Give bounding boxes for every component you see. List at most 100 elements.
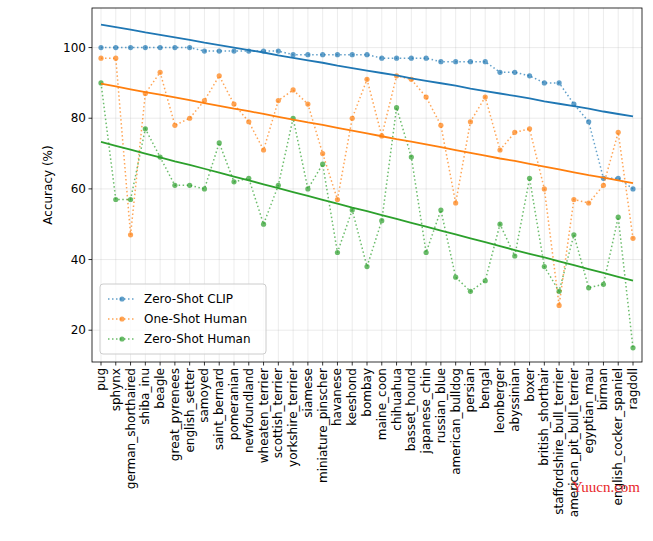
x-tick [500, 362, 501, 366]
x-tick-label: birman [596, 368, 610, 410]
legend-marker [119, 336, 124, 341]
x-tick-label: ragdoll [626, 368, 640, 410]
y-axis-label: Accuracy (%) [41, 145, 55, 224]
legend: Zero-Shot CLIP One-Shot Human Zero-Shot Hu… [100, 284, 266, 354]
series-marker [98, 45, 103, 50]
series-marker [571, 232, 576, 237]
series-marker [557, 80, 562, 85]
x-tick-label: keeshond [345, 368, 359, 426]
series-marker [512, 70, 517, 75]
series-marker [379, 218, 384, 223]
series-marker [291, 87, 296, 92]
series-marker [128, 197, 133, 202]
x-tick-label: bengal [478, 368, 492, 409]
x-tick-label: great_pyrenees [168, 368, 182, 461]
series-marker [468, 119, 473, 124]
y-tick-label: 60 [71, 182, 86, 196]
series-marker [497, 222, 502, 227]
x-tick-label: wheaten_terrier [257, 368, 271, 463]
x-grid-line [529, 8, 530, 362]
x-tick [573, 362, 574, 366]
legend-marker [119, 296, 124, 301]
plot-data [98, 25, 635, 351]
series-marker [571, 197, 576, 202]
x-tick-label: havanese [330, 368, 344, 426]
series-marker [542, 186, 547, 191]
series-marker [335, 250, 340, 255]
x-tick [263, 362, 264, 366]
series-marker [113, 56, 118, 61]
x-grid-line [411, 8, 412, 362]
series-marker [586, 119, 591, 124]
x-tick [352, 362, 353, 366]
series-marker [113, 45, 118, 50]
plot-frame [92, 8, 642, 362]
trend-line [101, 25, 633, 117]
legend-marker [119, 316, 124, 321]
series-marker [128, 45, 133, 50]
y-tick-label: 20 [71, 323, 86, 337]
x-tick-label: british_shorthair [537, 368, 551, 466]
series-marker [557, 303, 562, 308]
series-marker [202, 49, 207, 54]
x-tick-label: boxer [523, 368, 537, 402]
x-tick [219, 362, 220, 366]
x-tick-label: staffordshire_bull_terrier [552, 368, 566, 515]
x-tick [204, 362, 205, 366]
x-grid-line [426, 8, 427, 362]
x-tick [544, 362, 545, 366]
y-tick [89, 330, 93, 331]
series-marker [231, 179, 236, 184]
series-marker [542, 80, 547, 85]
x-grid-line [396, 8, 397, 362]
legend-label: Zero-Shot Human [144, 332, 251, 346]
series-marker [616, 215, 621, 220]
x-tick-label: german_shorthaired [124, 368, 138, 489]
legend-label: One-Shot Human [144, 312, 247, 326]
x-tick-label: chihuahua [390, 368, 404, 431]
series-marker [630, 186, 635, 191]
x-tick-label: saint_bernard [212, 368, 226, 450]
series-marker [483, 278, 488, 283]
series-marker [483, 94, 488, 99]
series-marker [468, 59, 473, 64]
series-marker [305, 101, 310, 106]
x-grid-line [618, 8, 619, 362]
x-tick-label: egyptian_mau [582, 368, 596, 453]
series-marker [202, 186, 207, 191]
series-marker [512, 253, 517, 258]
series-marker [231, 101, 236, 106]
x-tick [160, 362, 161, 366]
x-tick-label: yorkshire_terrier [286, 368, 300, 467]
x-tick [234, 362, 235, 366]
trend-line [101, 142, 633, 281]
series-marker [527, 73, 532, 78]
series-marker [497, 147, 502, 152]
x-tick-label: miniature_pinscher [316, 368, 330, 483]
x-tick [189, 362, 190, 366]
series-marker [335, 52, 340, 57]
series-marker [172, 45, 177, 50]
x-tick [130, 362, 131, 366]
series-marker [512, 130, 517, 135]
x-tick [278, 362, 279, 366]
x-grid-line [352, 8, 353, 362]
x-tick-label: persian [463, 368, 477, 412]
series-marker [394, 105, 399, 110]
series-marker [364, 264, 369, 269]
series-marker [305, 52, 310, 57]
x-tick [248, 362, 249, 366]
legend-label: Zero-Shot CLIP [144, 292, 233, 306]
series-marker [335, 197, 340, 202]
x-tick-label: bombay [360, 368, 374, 417]
series-marker [586, 285, 591, 290]
y-tick [89, 47, 93, 48]
series-marker [483, 59, 488, 64]
series-marker [601, 183, 606, 188]
y-grid-line [92, 118, 642, 119]
series-marker [276, 98, 281, 103]
series-marker [187, 116, 192, 121]
x-tick [514, 362, 515, 366]
series-marker [542, 264, 547, 269]
x-tick [307, 362, 308, 366]
